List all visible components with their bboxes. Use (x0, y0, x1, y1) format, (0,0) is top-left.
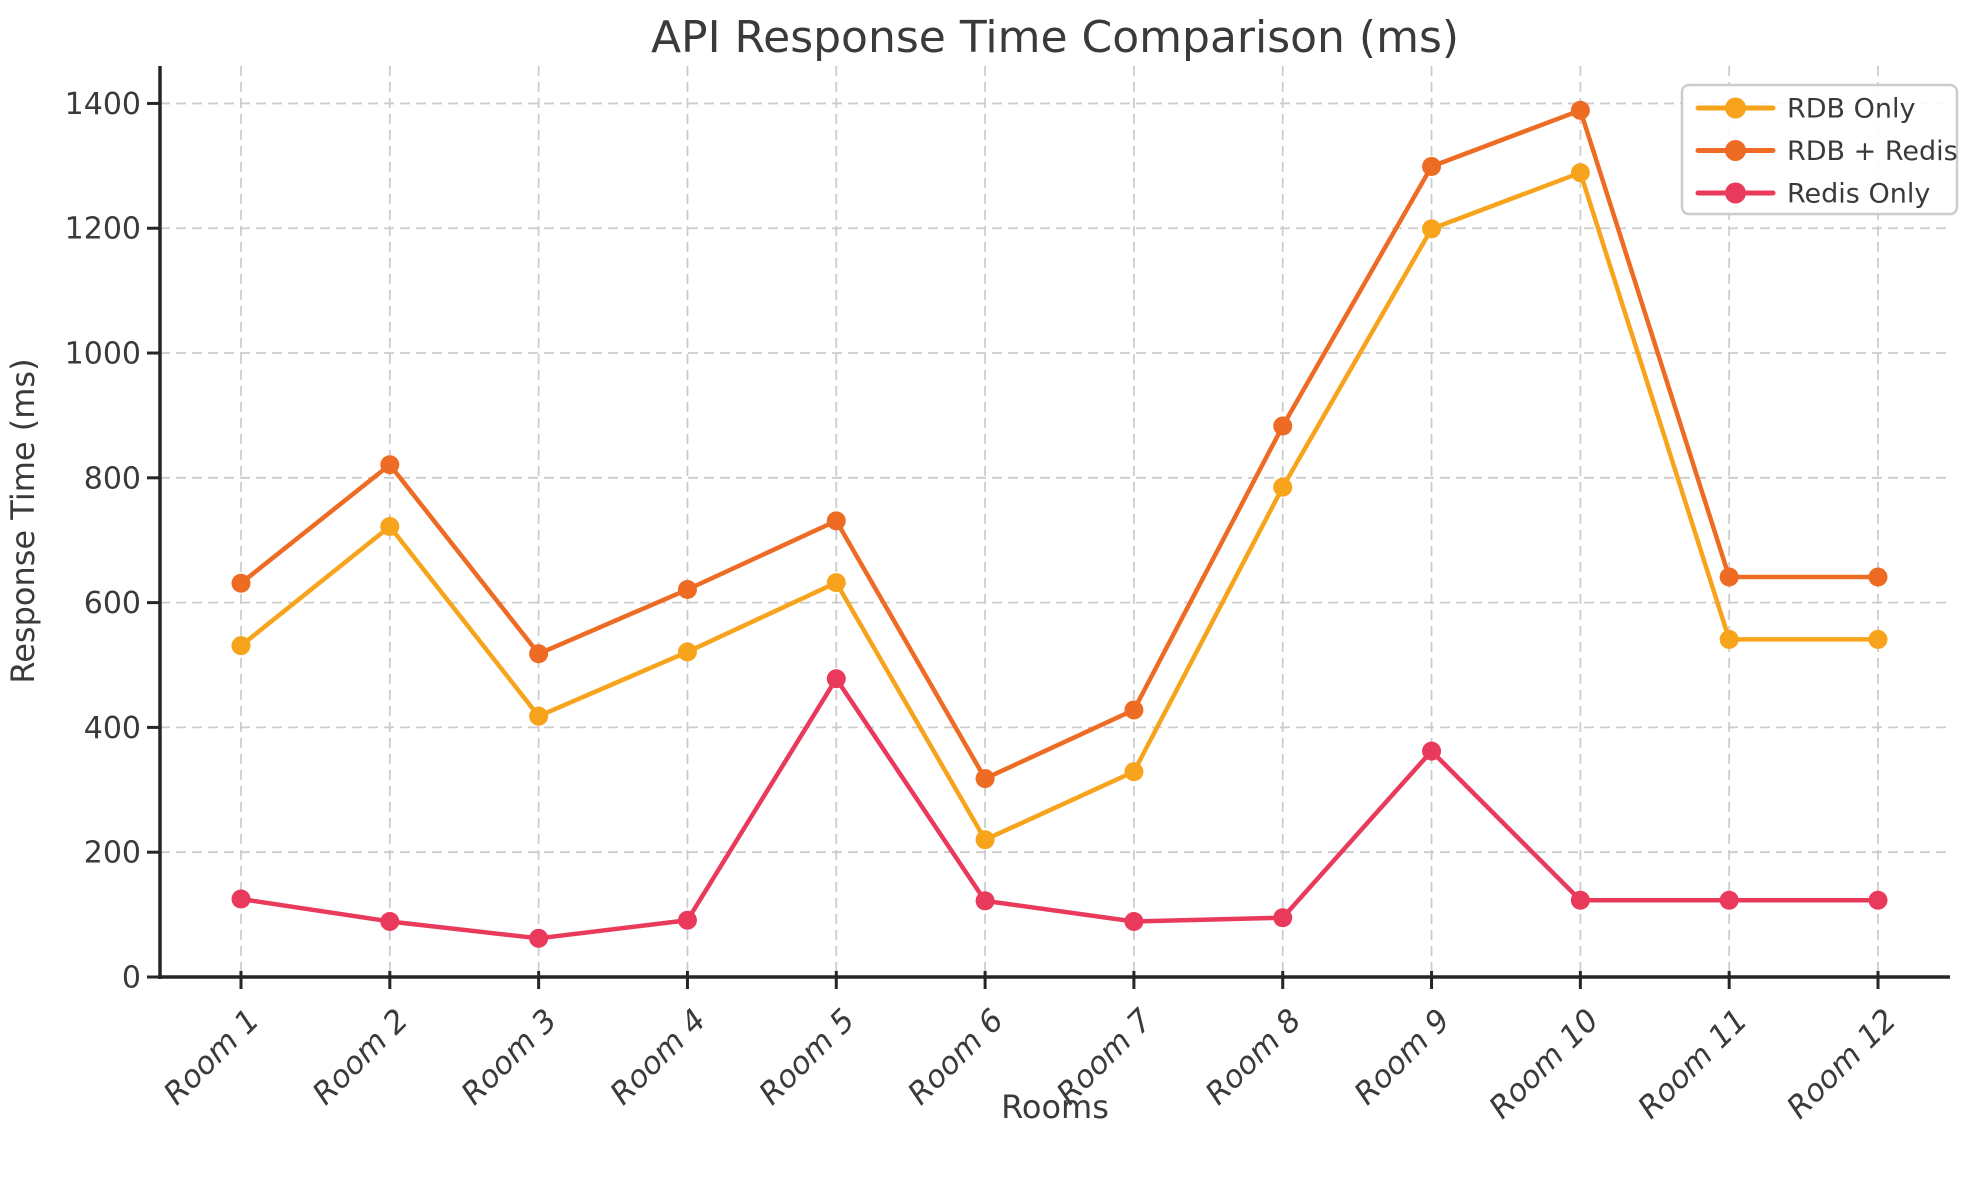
legend-item: RDB + Redis (1695, 136, 1958, 167)
data-point-marker (1273, 416, 1293, 436)
data-point-marker (975, 891, 995, 911)
data-point-marker (975, 830, 995, 850)
y-tick-label: 1000 (65, 337, 141, 372)
data-point-marker (1124, 911, 1144, 931)
data-point-marker (826, 669, 846, 689)
data-point-marker (529, 706, 549, 726)
x-tick-label: Room 8 (1199, 1002, 1309, 1112)
data-point-marker (1868, 629, 1888, 649)
data-point-marker (1719, 629, 1739, 649)
x-tick-label: Room 11 (1631, 1002, 1755, 1126)
legend-marker-dot (1725, 182, 1746, 204)
series-rdb-redis (231, 100, 1888, 789)
series-redis-only (231, 669, 1888, 948)
data-point-marker (1273, 908, 1293, 928)
legend-marker-dot (1725, 97, 1746, 119)
data-point-marker (380, 516, 400, 536)
data-point-marker (1719, 890, 1739, 910)
data-point-marker (1422, 741, 1442, 761)
data-point-marker (380, 911, 400, 931)
data-point-marker (677, 642, 697, 662)
data-point-marker (975, 769, 995, 789)
data-point-marker (231, 636, 251, 656)
chart-title: API Response Time Comparison (ms) (651, 12, 1459, 63)
data-point-marker (1868, 890, 1888, 910)
legend-border (1680, 83, 1959, 216)
series-rdb-only (231, 163, 1888, 850)
x-tick-label: Room 5 (752, 1002, 862, 1112)
x-tick-label: Room 2 (306, 1002, 416, 1112)
y-tick-label: 600 (84, 586, 141, 621)
data-point-marker (1422, 219, 1442, 239)
data-point-marker (826, 511, 846, 531)
data-point-marker (529, 644, 549, 664)
x-tick-label: Room 6 (901, 1002, 1011, 1112)
legend-item-label: RDB + Redis (1787, 136, 1958, 167)
data-point-marker (529, 928, 549, 948)
data-point-marker (1570, 100, 1590, 120)
legend-item-label: Redis Only (1787, 179, 1930, 210)
data-point-marker (1570, 890, 1590, 910)
legend: RDB Only RDB + Redis Redis Only (1680, 83, 1959, 216)
data-point-marker (677, 910, 697, 930)
data-point-marker (1273, 477, 1293, 497)
x-tick-label: Room 4 (603, 1002, 713, 1112)
data-point-marker (826, 573, 846, 593)
data-point-marker (231, 889, 251, 909)
data-point-marker (677, 580, 697, 600)
grid-layer (160, 66, 1950, 978)
data-point-marker (1124, 762, 1144, 782)
y-tick-label: 800 (84, 461, 141, 496)
y-tick-label: 1400 (65, 87, 141, 122)
y-tick-label: 200 (84, 836, 141, 871)
series-layer (231, 100, 1888, 948)
data-point-marker (1422, 156, 1442, 176)
y-axis-label: Response Time (ms) (4, 358, 42, 683)
x-tick-label: Room 10 (1482, 1002, 1606, 1126)
y-tick-label: 400 (84, 711, 141, 746)
data-point-marker (1124, 700, 1144, 720)
x-tick-label: Room 1 (157, 1002, 267, 1112)
axes-layer: 0 200 400 600 800 1000 1200 1400 Room 1 Room 2 Roo… (65, 66, 1950, 1126)
y-tick-label: 0 (122, 961, 141, 996)
legend-marker-dot (1725, 140, 1746, 161)
x-axis-label: Rooms (1001, 1088, 1109, 1126)
data-point-marker (380, 455, 400, 475)
data-point-marker (1719, 567, 1739, 587)
legend-item: Redis Only (1695, 179, 1930, 210)
legend-item-label: RDB Only (1787, 94, 1916, 125)
series-line (238, 170, 1881, 842)
data-point-marker (1570, 163, 1590, 183)
x-tick-label: Room 9 (1347, 1002, 1457, 1112)
x-tick-label: Room 3 (455, 1002, 565, 1112)
data-point-marker (231, 573, 251, 593)
x-tick-label: Room 12 (1780, 1002, 1904, 1126)
y-tick-label: 1200 (65, 212, 141, 247)
series-line (238, 108, 1881, 781)
series-line (238, 676, 1881, 941)
data-point-marker (1868, 567, 1888, 587)
legend-item: RDB Only (1695, 94, 1916, 125)
